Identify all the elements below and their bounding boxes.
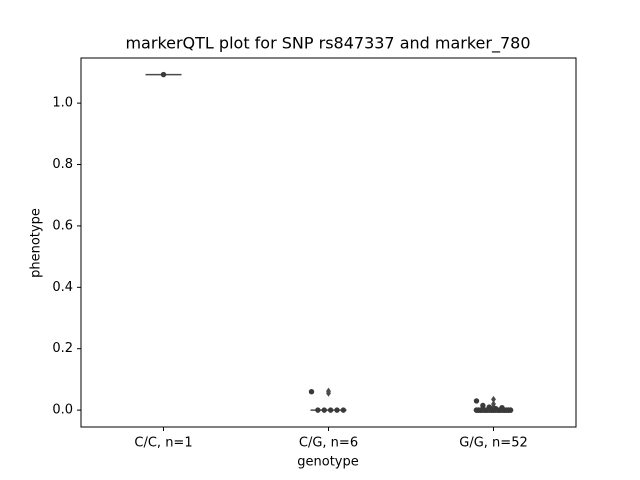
data-point <box>327 407 334 413</box>
x-tick-label: C/G, n=6 <box>299 436 358 451</box>
data-point <box>334 407 340 413</box>
x-tick-label: G/G, n=52 <box>459 436 527 451</box>
data-point <box>308 388 315 395</box>
data-point <box>340 407 347 413</box>
data-point <box>480 402 486 409</box>
x-axis-label: genotype <box>297 455 358 470</box>
data-point <box>503 407 509 413</box>
data-point <box>315 407 321 413</box>
y-axis-label: phenotype <box>29 208 44 278</box>
y-tick-label: 0.2 <box>52 341 73 356</box>
data-point <box>321 407 327 413</box>
data-point <box>484 407 490 413</box>
outlier <box>326 389 331 397</box>
data-point <box>478 407 484 413</box>
data-point <box>497 407 503 413</box>
data-point <box>507 407 514 413</box>
plot-frame <box>80 57 577 428</box>
y-tick-label: 0.6 <box>52 218 73 233</box>
chart-title: markerQTL plot for SNP rs847337 and mark… <box>125 34 530 54</box>
data-point <box>160 71 167 78</box>
outlier <box>491 395 496 403</box>
data-point <box>473 407 480 413</box>
y-tick-label: 0.8 <box>52 157 73 172</box>
data-point <box>490 407 497 413</box>
y-tick-label: 0.4 <box>52 280 73 295</box>
y-tick-label: 1.0 <box>52 96 73 111</box>
data-point <box>473 398 480 404</box>
y-tick-label: 0.0 <box>52 403 73 418</box>
x-tick-label: C/C, n=1 <box>134 436 192 451</box>
